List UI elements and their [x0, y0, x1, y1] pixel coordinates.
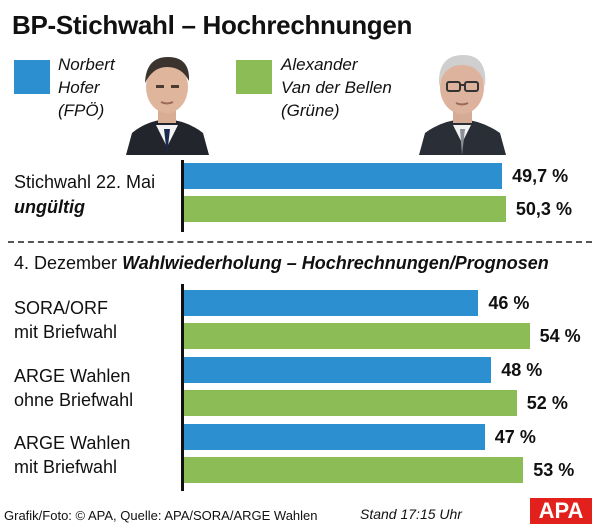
bar-arge-mit-vdb [184, 457, 524, 483]
bar-sora-vdb [184, 323, 530, 349]
axis-line-top [181, 160, 184, 232]
group-label-stichwahl: Stichwahl 22. Mai [14, 172, 156, 192]
bar-label-stichwahl-vdb: 50,3 % [515, 199, 572, 219]
bar-label-stichwahl-hofer: 49,7 % [512, 166, 569, 186]
group-sublabel-sora: mit Briefwahl [14, 322, 118, 342]
legend-label-vdb: Alexander Van der Bellen (Grüne) [281, 55, 392, 120]
group-label-arge-ohne: ARGE Wahlen [14, 366, 131, 386]
apa-logo-text: APA [538, 498, 584, 523]
chart-title: BP-Stichwahl – Hochrechnungen [12, 10, 413, 40]
apa-logo: APA [530, 498, 592, 524]
bar-sora-hofer [184, 290, 479, 316]
vdb-portrait [415, 47, 510, 155]
footer-credit: Grafik/Foto: © APA, Quelle: APA/SORA/ARG… [4, 508, 318, 523]
group-sublabel-arge-ohne: ohne Briefwahl [14, 390, 134, 410]
bar-stichwahl-vdb [184, 196, 506, 222]
bar-label-arge-ohne-vdb: 52 % [526, 393, 568, 413]
bar-arge-ohne-vdb [184, 390, 517, 416]
bar-arge-ohne-hofer [184, 357, 492, 383]
group-label-sora: SORA/ORF [14, 298, 109, 318]
group-label-arge-mit: ARGE Wahlen [14, 433, 131, 453]
bar-label-sora-vdb: 54 % [539, 326, 581, 346]
axis-line-bottom [181, 284, 184, 491]
group-sublabel-stichwahl: ungültig [14, 197, 85, 217]
group-sublabel-arge-mit: mit Briefwahl [14, 457, 118, 477]
section-title: Wahlwiederholung – Hochrechnungen/Progno… [122, 253, 549, 273]
bar-label-arge-mit-vdb: 53 % [533, 460, 575, 480]
hofer-portrait [120, 47, 215, 155]
bar-label-arge-ohne-hofer: 48 % [501, 360, 543, 380]
section-divider [8, 241, 592, 243]
bar-arge-mit-hofer [184, 424, 485, 450]
section-heading: 4. Dezember Wahlwiederholung – Hochrechn… [14, 253, 549, 274]
bar-label-sora-hofer: 46 % [488, 293, 530, 313]
legend-swatch-vdb [236, 60, 272, 94]
bar-label-arge-mit-hofer: 47 % [494, 427, 536, 447]
legend-label-hofer: Norbert Hofer (FPÖ) [58, 55, 115, 120]
bar-stichwahl-hofer [184, 163, 503, 189]
section-date: 4. Dezember [14, 253, 118, 273]
legend-swatch-hofer [14, 60, 50, 94]
footer-timestamp: Stand 17:15 Uhr [360, 506, 462, 522]
